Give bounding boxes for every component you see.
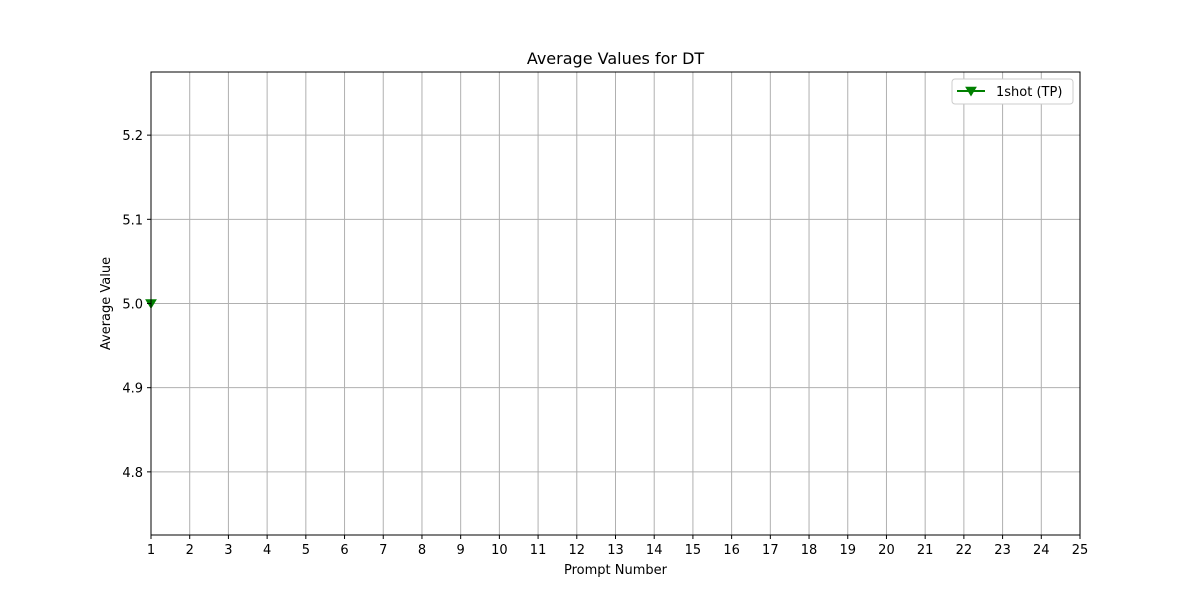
chart-title: Average Values for DT: [527, 49, 705, 68]
x-axis: 1 2 3 4 5 6 7 8 9 10 11 12 13 14 15 16 17 18 19 20 21 22 23 24 2…: [147, 535, 1088, 558]
legend: 1shot (TP): [951, 78, 1074, 105]
x-tick-label: 21: [917, 543, 934, 558]
x-tick-label: 4: [263, 543, 271, 558]
y-tick-label: 5.0: [122, 298, 143, 313]
y-tick-label: 4.8: [122, 466, 143, 481]
x-tick-label: 13: [607, 543, 624, 558]
x-tick-label: 15: [685, 543, 702, 558]
grid: [150, 72, 1081, 535]
x-tick-label: 8: [418, 543, 426, 558]
x-tick-label: 2: [186, 543, 194, 558]
legend-box: [951, 78, 1074, 105]
x-tick-label: 19: [839, 543, 856, 558]
x-tick-label: 17: [762, 543, 779, 558]
x-tick-label: 10: [491, 543, 508, 558]
x-tick-label: 25: [1072, 543, 1089, 558]
x-tick-label: 16: [723, 543, 740, 558]
x-tick-label: 9: [457, 543, 465, 558]
x-tick-label: 20: [878, 543, 895, 558]
x-tick-label: 3: [224, 543, 232, 558]
x-tick-label: 24: [1033, 543, 1050, 558]
y-axis: 4.8 4.9 5.0 5.1 5.2: [122, 129, 151, 481]
x-tick-label: 1: [147, 543, 155, 558]
y-axis-label: Average Value: [99, 257, 114, 350]
x-tick-label: 22: [956, 543, 973, 558]
x-tick-label: 14: [646, 543, 663, 558]
x-tick-label: 6: [340, 543, 348, 558]
x-tick-label: 12: [569, 543, 586, 558]
x-tick-label: 5: [302, 543, 310, 558]
x-tick-label: 23: [994, 543, 1011, 558]
y-tick-label: 5.2: [122, 129, 143, 144]
legend-label-1shot-tp: 1shot (TP): [996, 85, 1062, 100]
y-tick-label: 5.1: [122, 213, 143, 228]
x-tick-label: 18: [801, 543, 818, 558]
legend-marker-1shot-tp: [965, 86, 977, 97]
y-tick-label: 4.9: [122, 382, 143, 397]
x-axis-label: Prompt Number: [564, 563, 668, 578]
x-tick-label: 11: [530, 543, 547, 558]
x-tick-label: 7: [379, 543, 387, 558]
